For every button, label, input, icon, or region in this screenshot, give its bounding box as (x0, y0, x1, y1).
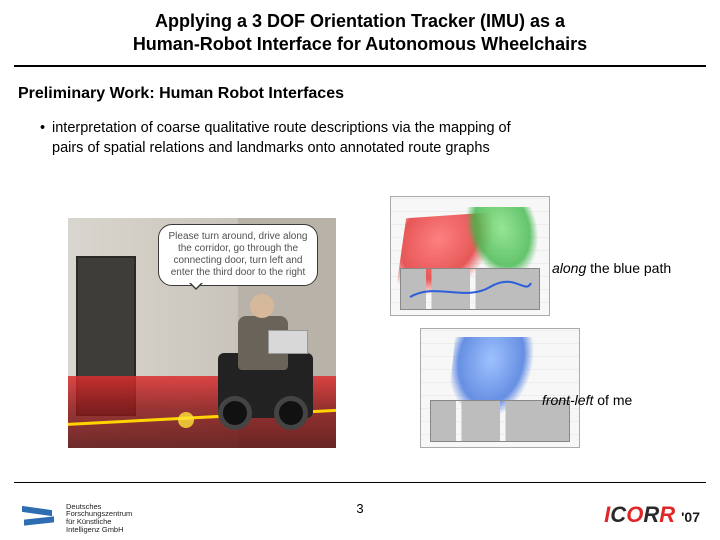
bullet-text: interpretation of coarse qualitative rou… (52, 119, 511, 158)
section-heading: Preliminary Work: Human Robot Interfaces (18, 85, 702, 103)
title-line-1: Applying a 3 DOF Orientation Tracker (IM… (60, 10, 660, 33)
wheelchair-photo: Please turn around, drive along the corr… (68, 218, 336, 448)
caption-bottom-keyword: front-left (542, 392, 593, 408)
icorr-logo: ICORR '07 (604, 502, 700, 534)
caption-bottom: front-left of me (542, 392, 632, 408)
icorr-wordmark: ICORR (604, 502, 675, 528)
photo-person-head (250, 294, 274, 318)
dfki-logo: Deutsches Forschungszentrum für Künstlic… (20, 503, 132, 535)
caption-top: along the blue path (552, 260, 671, 276)
photo-path-node (178, 412, 194, 428)
figure-row: Please turn around, drive along the corr… (0, 218, 720, 460)
bullet-line-1: interpretation of coarse qualitative rou… (52, 120, 511, 136)
slide: Applying a 3 DOF Orientation Tracker (IM… (0, 0, 720, 540)
dfki-text: Deutsches Forschungszentrum für Künstlic… (66, 503, 132, 535)
dfki-line: Intelligenz GmbH (66, 526, 132, 534)
photo-laptop (268, 330, 308, 354)
title-line-2: Human-Robot Interface for Autonomous Whe… (60, 33, 660, 56)
plot-top (390, 196, 550, 316)
photo-wheel (274, 396, 308, 430)
plots (360, 196, 700, 456)
footer-rule (14, 482, 706, 483)
caption-bottom-rest: of me (593, 392, 632, 408)
blue-path (405, 277, 535, 305)
title-block: Applying a 3 DOF Orientation Tracker (IM… (0, 0, 720, 61)
bullet-list: • interpretation of coarse qualitative r… (18, 103, 702, 158)
dfki-mark-icon (20, 504, 58, 532)
bullet-marker: • (40, 119, 46, 158)
photo-wheel (218, 396, 252, 430)
icorr-year: '07 (681, 509, 700, 525)
caption-top-rest: the blue path (586, 260, 671, 276)
speech-bubble: Please turn around, drive along the corr… (158, 224, 318, 286)
surface-green (464, 207, 544, 277)
bullet-item: • interpretation of coarse qualitative r… (40, 119, 692, 158)
footer: 3 Deutsches Forschungszentrum für Künstl… (0, 482, 720, 540)
bullet-line-2: pairs of spatial relations and landmarks… (52, 140, 490, 156)
section: Preliminary Work: Human Robot Interfaces… (0, 67, 720, 158)
plot-bottom (420, 328, 580, 448)
caption-top-keyword: along (552, 260, 586, 276)
